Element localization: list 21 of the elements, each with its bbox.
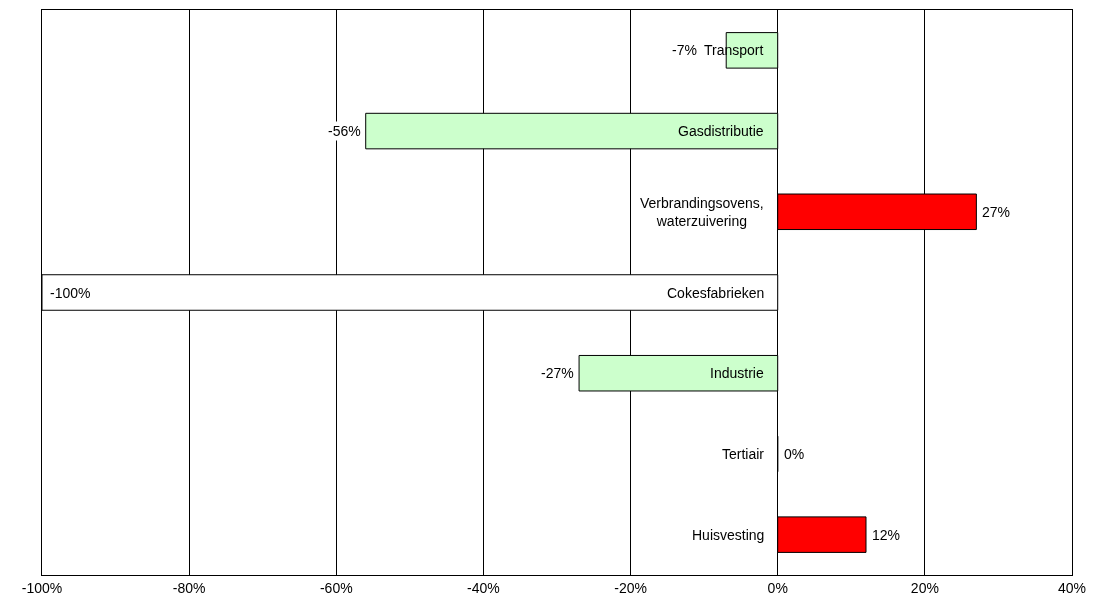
- y-tick-label: Cokesfabrieken: [667, 285, 765, 301]
- y-tick-label: Gasdistributie: [678, 123, 764, 139]
- data-label: -7%: [672, 42, 697, 58]
- y-tick-label: Industrie: [710, 365, 764, 381]
- x-tick-label: -100%: [21, 579, 63, 596]
- x-tick-label: -40%: [467, 579, 500, 596]
- x-tick-label: 20%: [910, 579, 939, 596]
- x-tick-label: 0%: [767, 579, 788, 596]
- data-label: -27%: [541, 365, 574, 381]
- y-tick-label: Huisvesting: [692, 527, 765, 543]
- data-label: 27%: [982, 204, 1011, 220]
- x-tick-label: 40%: [1057, 579, 1087, 596]
- data-label: 12%: [872, 527, 901, 543]
- y-tick-label: Tertiair: [722, 446, 765, 462]
- data-label: 0%: [784, 446, 805, 462]
- data-label: -100%: [50, 285, 91, 301]
- x-tick-label: -80%: [172, 579, 206, 596]
- x-tick-label: -20%: [614, 579, 647, 596]
- data-label: -56%: [328, 123, 361, 139]
- y-tick-label: Verbrandingsovens, waterzuivering: [640, 195, 764, 230]
- x-tick-label: -60%: [319, 579, 353, 596]
